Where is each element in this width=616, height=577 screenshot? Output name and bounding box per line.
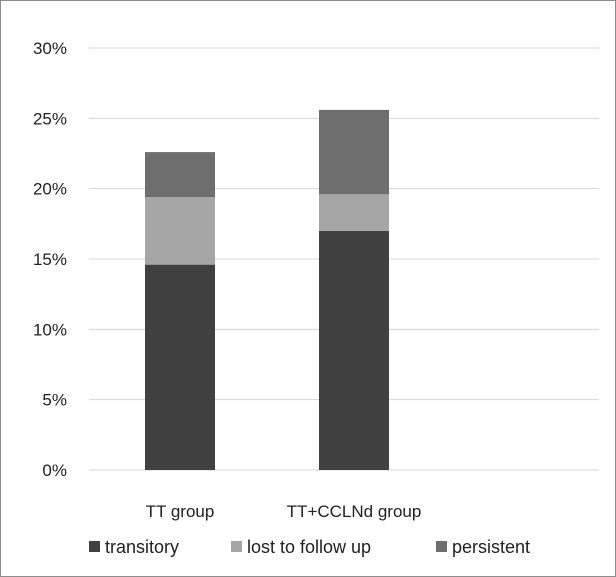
bar-1-transitory xyxy=(319,230,389,470)
bar-0-lost-to-follow-up xyxy=(145,197,215,265)
bar-0-persistent xyxy=(145,152,215,198)
x-category-label-0: TT group xyxy=(146,502,215,521)
y-tick-label-15: 15% xyxy=(33,250,67,269)
y-tick-label-0: 0% xyxy=(42,461,67,480)
legend-swatch-transitory xyxy=(89,541,100,552)
legend-swatch-persistent xyxy=(436,541,447,552)
x-category-label-1: TT+CCLNd group xyxy=(287,502,422,521)
bar-1-persistent xyxy=(319,109,389,195)
legend-label-persistent: persistent xyxy=(452,537,530,557)
bar-1-lost-to-follow-up xyxy=(319,194,389,231)
y-tick-label-30: 30% xyxy=(33,39,67,58)
legend: transitory lost to follow up persistent xyxy=(89,537,530,557)
legend-swatch-lost-to-follow-up xyxy=(231,541,242,552)
legend-label-transitory: transitory xyxy=(105,537,179,557)
bars xyxy=(145,109,389,470)
y-tick-label-10: 10% xyxy=(33,320,67,339)
y-tick-label-20: 20% xyxy=(33,180,67,199)
y-axis-tick-labels: 0% 5% 10% 15% 20% 25% 30% xyxy=(33,39,67,480)
y-tick-label-5: 5% xyxy=(42,391,67,410)
legend-label-lost-to-follow-up: lost to follow up xyxy=(247,537,371,557)
y-tick-label-25: 25% xyxy=(33,109,67,128)
x-axis-category-labels: TT group TT+CCLNd group xyxy=(146,502,422,521)
bar-0-transitory xyxy=(145,264,215,470)
